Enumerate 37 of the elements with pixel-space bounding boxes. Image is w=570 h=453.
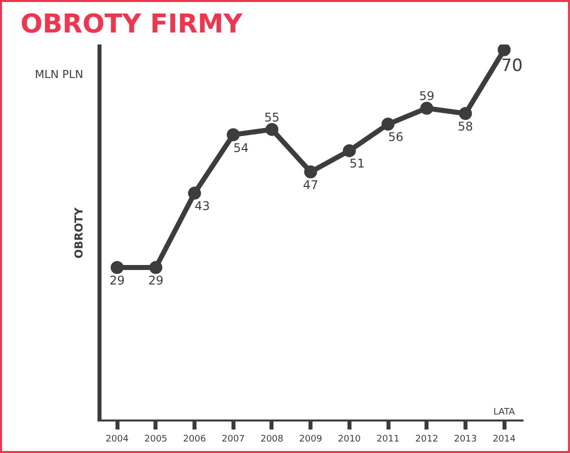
point bbox=[304, 165, 318, 178]
data-label: 59 bbox=[419, 89, 434, 104]
point bbox=[149, 261, 162, 274]
x-tick-label: 2014 bbox=[492, 434, 516, 444]
y-axis-title: OBROTY bbox=[72, 206, 86, 259]
data-label: 54 bbox=[233, 140, 249, 155]
point bbox=[188, 186, 202, 200]
x-tick-label: 2005 bbox=[144, 434, 168, 444]
point bbox=[226, 128, 240, 142]
data-label: 55 bbox=[264, 110, 280, 124]
x-tick-label: 2008 bbox=[260, 434, 284, 444]
x-tick-label: 2012 bbox=[415, 434, 438, 444]
point bbox=[458, 107, 472, 120]
point bbox=[498, 44, 511, 56]
point bbox=[265, 122, 278, 136]
x-tick-label: 2007 bbox=[222, 434, 245, 444]
text: MLN PLN bbox=[34, 68, 84, 82]
point bbox=[110, 261, 124, 274]
data-label: 29 bbox=[148, 274, 164, 288]
x-tick-label: 2009 bbox=[299, 434, 322, 444]
x-tick-label: 2013 bbox=[454, 434, 477, 444]
data-label: 56 bbox=[388, 130, 404, 144]
point bbox=[382, 118, 395, 131]
data-label: 47 bbox=[303, 178, 318, 192]
point bbox=[420, 102, 434, 115]
data-label: 51 bbox=[349, 156, 365, 171]
x-tick-label: 2011 bbox=[376, 434, 400, 444]
x-axis-title: LATA bbox=[493, 408, 516, 418]
data-label: 70 bbox=[501, 56, 523, 76]
chart-title: OBROTY FIRMY bbox=[20, 10, 244, 40]
data-label: 29 bbox=[109, 274, 125, 288]
data-label: 43 bbox=[194, 199, 210, 214]
x-tick-label: 2006 bbox=[183, 434, 206, 444]
point bbox=[342, 144, 356, 158]
x-tick-label: 2004 bbox=[106, 434, 129, 444]
x-tick-label: 2010 bbox=[338, 434, 362, 444]
data-label: 58 bbox=[458, 120, 474, 134]
